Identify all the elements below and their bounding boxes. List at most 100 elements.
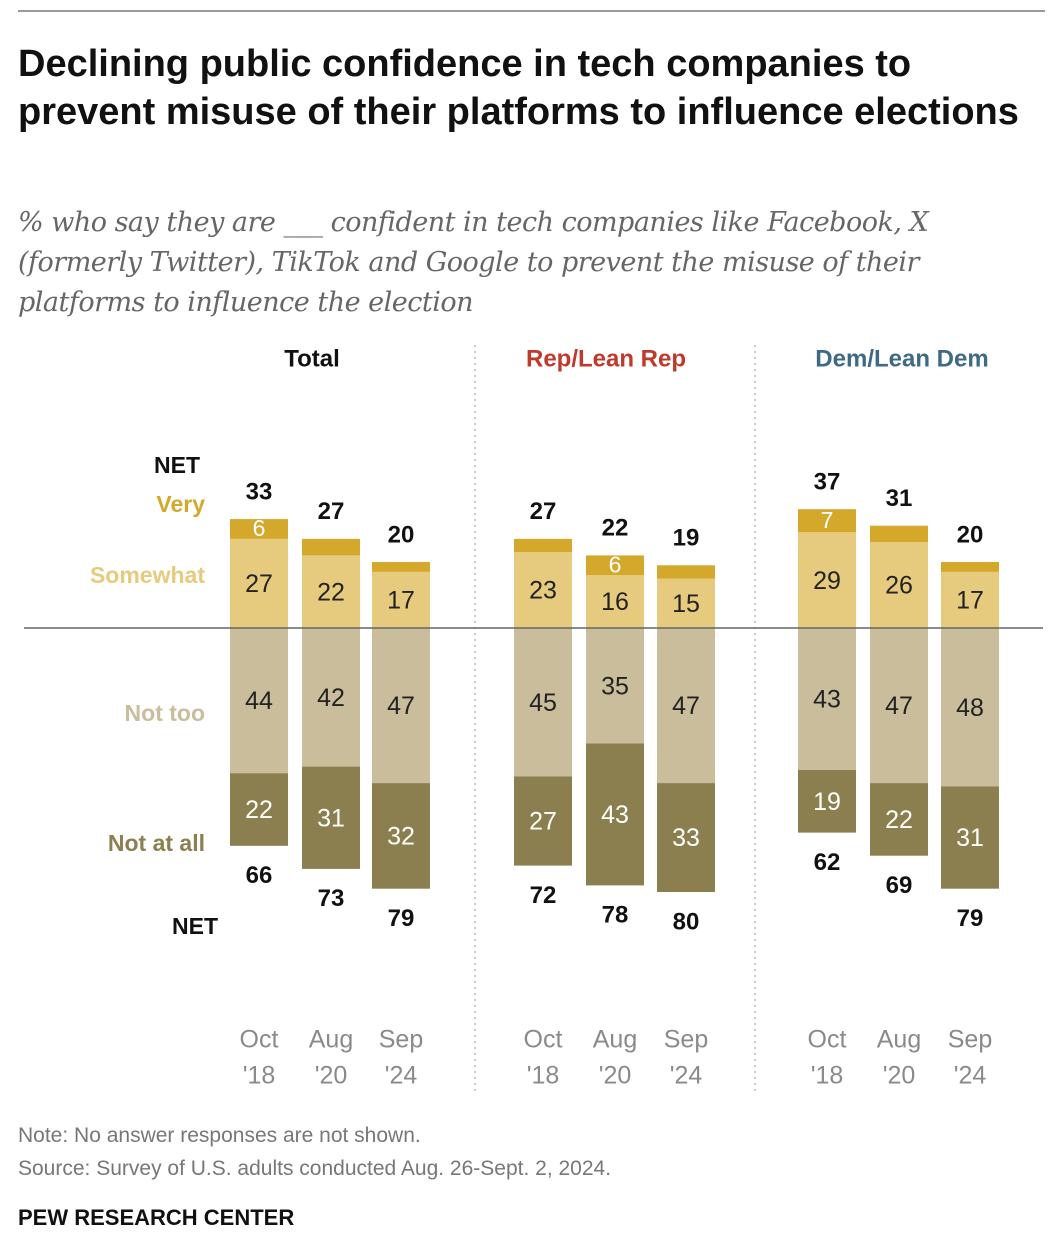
- chart-note: Note: No answer responses are not shown.: [18, 1124, 421, 1147]
- category-label-year: '20: [883, 1062, 916, 1090]
- net-not-confident-label: 69: [886, 872, 913, 899]
- bar-somewhat: [941, 571, 999, 628]
- net-not-confident-label: 78: [602, 902, 629, 929]
- category-label-month: Oct: [240, 1026, 279, 1054]
- net-not-confident-label: 66: [246, 862, 273, 889]
- net-confident-label: 20: [957, 521, 984, 548]
- category-label-month: Sep: [664, 1026, 708, 1054]
- label-somewhat: 27: [245, 570, 273, 598]
- bar-not-at-all: [586, 743, 644, 886]
- bar-not-at-all: [514, 776, 572, 866]
- category-label-month: Oct: [524, 1026, 563, 1054]
- label-not-at-all: 33: [672, 824, 700, 852]
- bar-not-too: [230, 628, 288, 774]
- net-not-confident-label: 73: [318, 885, 345, 912]
- net-confident-label: 22: [602, 515, 629, 542]
- bar-not-too: [657, 628, 715, 784]
- bar-not-at-all: [657, 783, 715, 892]
- bar-very: [514, 538, 572, 553]
- bar-somewhat: [586, 575, 644, 628]
- row-label-very: Very: [156, 491, 205, 517]
- label-not-too: 44: [245, 687, 273, 715]
- chart-subtitle: % who say they are ___ confident in tech…: [18, 207, 929, 318]
- bar-somewhat: [870, 542, 928, 628]
- bar-somewhat: [230, 538, 288, 628]
- bar-not-too: [870, 628, 928, 784]
- category-label-year: '18: [527, 1062, 560, 1090]
- chart-title: Declining public confidence in tech comp…: [18, 43, 1019, 133]
- category-label-year: '24: [954, 1062, 987, 1090]
- category-label-year: '24: [670, 1062, 703, 1090]
- label-not-too: 45: [529, 689, 557, 717]
- label-somewhat: 26: [885, 572, 913, 600]
- bar-somewhat: [798, 532, 856, 628]
- category-label-month: Sep: [948, 1026, 992, 1054]
- bar-not-at-all: [372, 783, 430, 889]
- category-label-year: '24: [385, 1062, 418, 1090]
- top-rule: [18, 10, 1045, 12]
- label-not-too: 42: [317, 684, 345, 712]
- bar-somewhat: [302, 555, 360, 628]
- category-label-month: Aug: [877, 1026, 921, 1054]
- bar-not-at-all: [302, 766, 360, 869]
- label-very: 6: [609, 551, 622, 577]
- bar-very: [372, 562, 430, 572]
- bar-very: [941, 562, 999, 572]
- row-label-not-too: Not too: [125, 700, 205, 726]
- category-label-year: '18: [243, 1062, 276, 1090]
- bar-very: [230, 519, 288, 539]
- panel-title: Dem/Lean Dem: [815, 345, 988, 372]
- label-not-too: 35: [601, 672, 629, 700]
- bar-not-too: [514, 628, 572, 777]
- net-not-confident-label: 79: [957, 905, 984, 932]
- label-not-at-all: 22: [885, 806, 913, 834]
- bar-very: [302, 538, 360, 556]
- panel-title: Total: [284, 345, 340, 372]
- bar-not-at-all: [230, 773, 288, 846]
- row-label-net-bottom: NET: [172, 913, 218, 939]
- net-confident-label: 31: [886, 485, 913, 512]
- panel-title: Rep/Lean Rep: [526, 345, 686, 372]
- label-not-at-all: 32: [387, 823, 415, 851]
- label-somewhat: 22: [317, 578, 345, 606]
- net-confident-label: 37: [814, 469, 841, 496]
- label-very: 7: [821, 507, 834, 533]
- label-not-too: 48: [956, 694, 984, 722]
- label-somewhat: 15: [672, 590, 700, 618]
- bar-not-at-all: [941, 786, 999, 889]
- category-label-year: '20: [315, 1062, 348, 1090]
- label-not-at-all: 31: [956, 824, 984, 852]
- net-confident-label: 27: [530, 498, 557, 525]
- label-somewhat: 29: [813, 567, 841, 595]
- label-not-too: 43: [813, 686, 841, 714]
- net-confident-label: 20: [388, 521, 415, 548]
- row-label-somewhat: Somewhat: [90, 562, 205, 588]
- label-very: 6: [253, 515, 266, 541]
- category-label-month: Oct: [808, 1026, 847, 1054]
- label-somewhat: 23: [529, 577, 557, 605]
- label-not-too: 47: [672, 692, 700, 720]
- net-not-confident-label: 62: [814, 849, 841, 876]
- bar-not-too: [941, 628, 999, 787]
- footer-brand: PEW RESEARCH CENTER: [18, 1205, 295, 1230]
- label-not-too: 47: [885, 692, 913, 720]
- label-not-at-all: 22: [245, 796, 273, 824]
- net-confident-label: 27: [318, 498, 345, 525]
- net-not-confident-label: 79: [388, 905, 415, 932]
- bar-somewhat: [514, 552, 572, 628]
- label-somewhat: 16: [601, 588, 629, 616]
- label-not-at-all: 31: [317, 804, 345, 832]
- category-label-month: Aug: [593, 1026, 637, 1054]
- category-label-month: Aug: [309, 1026, 353, 1054]
- net-confident-label: 19: [673, 525, 700, 552]
- bar-not-too: [302, 628, 360, 767]
- label-not-at-all: 19: [813, 788, 841, 816]
- bar-very: [586, 555, 644, 576]
- bar-somewhat: [372, 571, 430, 628]
- net-not-confident-label: 80: [673, 908, 700, 935]
- bar-very: [657, 565, 715, 579]
- bar-very: [798, 509, 856, 533]
- bar-not-too: [372, 628, 430, 784]
- label-somewhat: 17: [387, 587, 415, 615]
- bar-not-too: [798, 628, 856, 770]
